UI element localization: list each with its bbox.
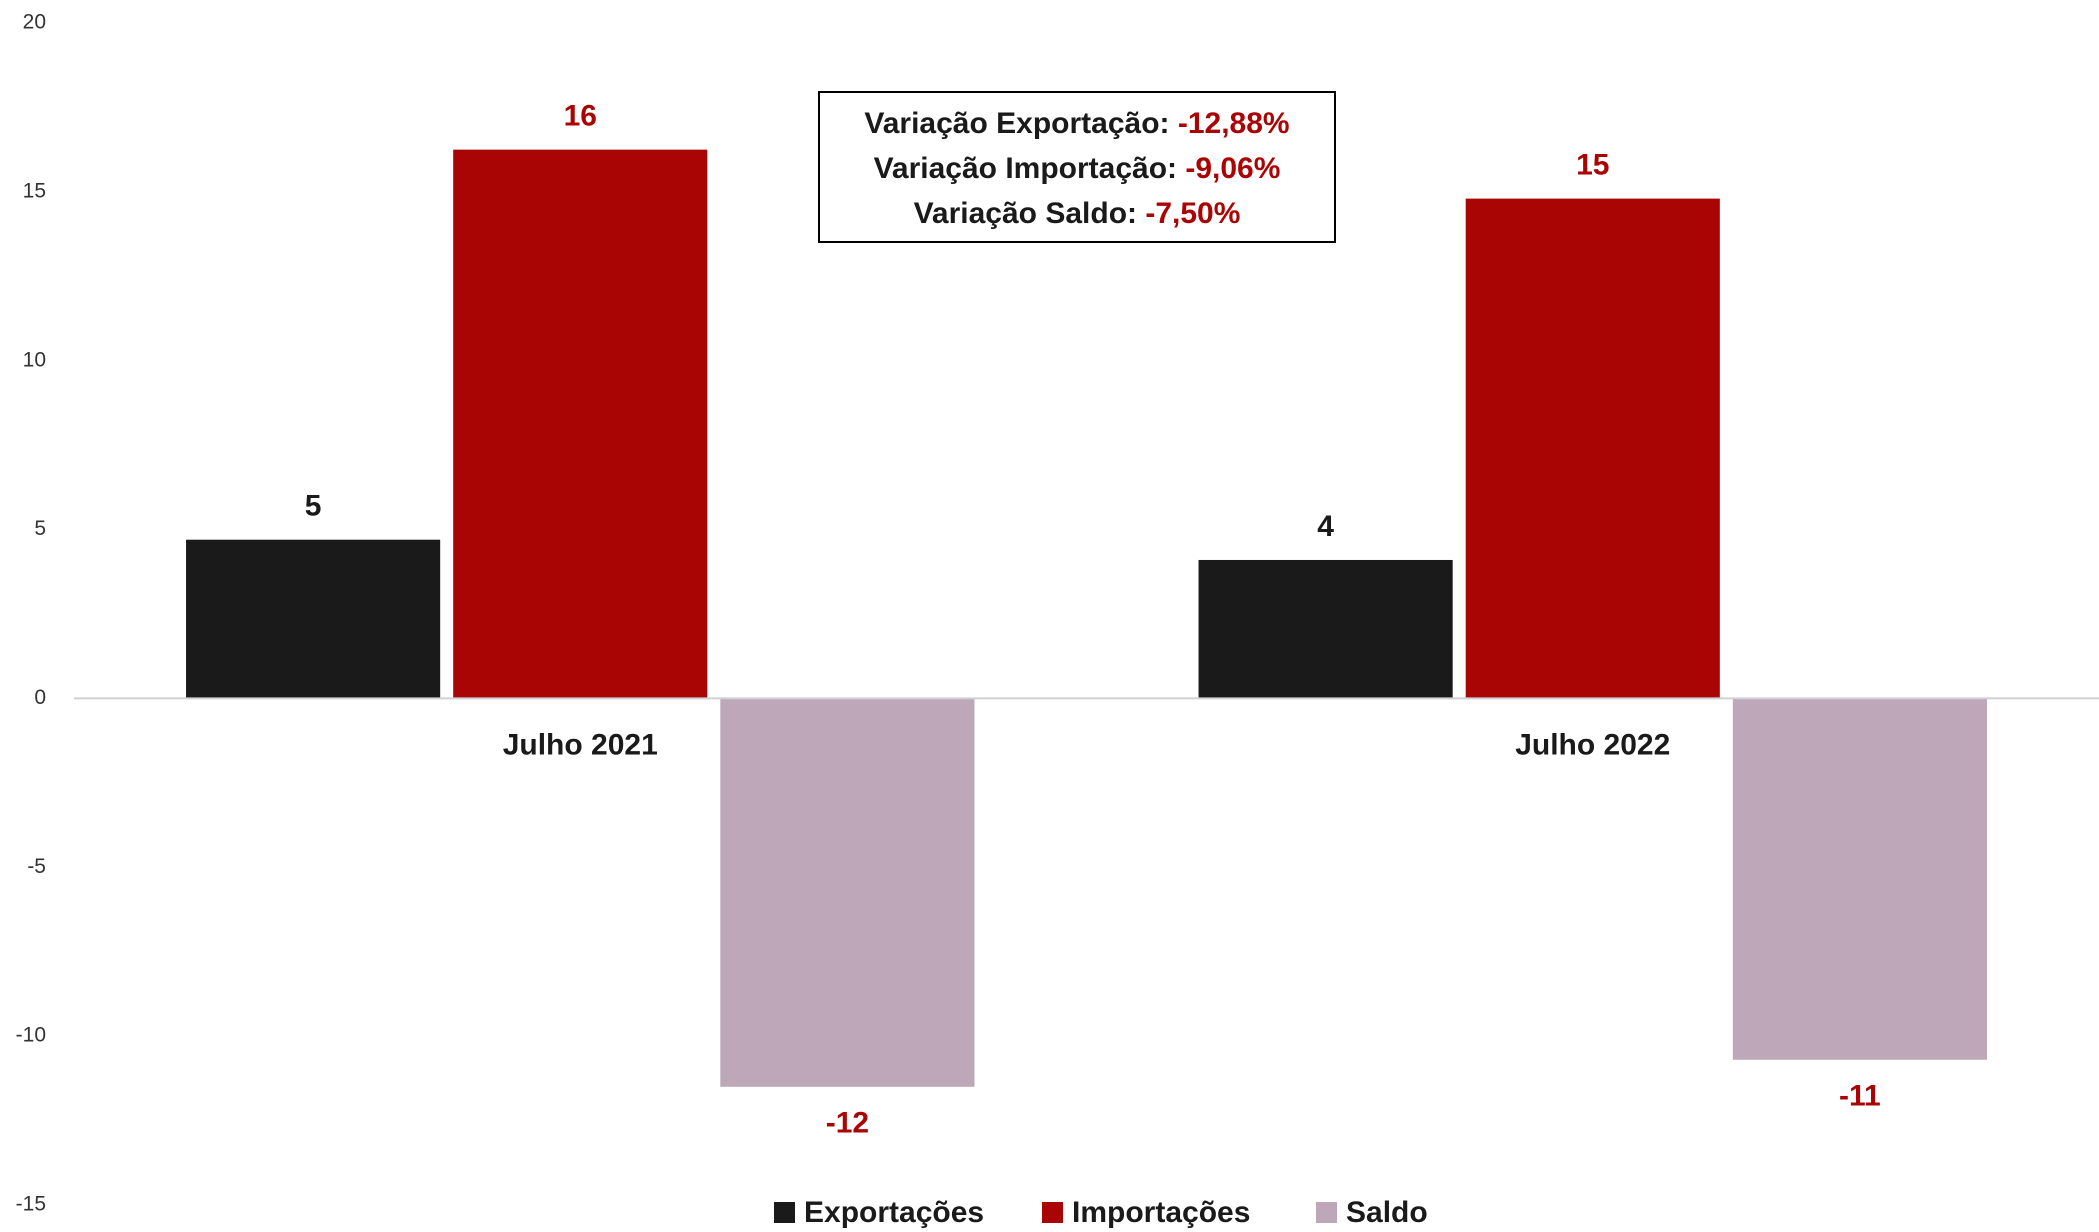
data-label: -11 <box>1839 1080 1881 1113</box>
annotation-value: -12,88% <box>1178 107 1290 140</box>
legend-swatch <box>774 1202 795 1223</box>
y-tick-label: 10 <box>23 348 46 371</box>
legend-label: Saldo <box>1346 1196 1428 1229</box>
legend-swatch <box>1316 1202 1337 1223</box>
annotation-value: -7,50% <box>1145 197 1240 230</box>
annotation-label: Variação Saldo: <box>914 197 1146 230</box>
y-tick-label: 0 <box>34 686 46 709</box>
bar <box>720 698 975 1087</box>
annotation-label: Variação Importação: <box>874 152 1186 185</box>
data-label: 15 <box>1576 149 1609 182</box>
data-label: -12 <box>826 1107 869 1140</box>
annotation-label: Variação Exportação: <box>864 107 1177 140</box>
x-tick-label: Julho 2022 <box>1515 728 1670 761</box>
y-tick-label: -5 <box>27 855 46 878</box>
legend-swatch <box>1042 1202 1063 1223</box>
bar <box>1198 559 1453 699</box>
annotation: Variação Exportação: -12,88% <box>864 107 1289 140</box>
y-tick-label: -15 <box>16 1193 46 1216</box>
data-label: 5 <box>305 490 322 523</box>
data-label: 4 <box>1317 510 1334 543</box>
data-label: 16 <box>564 100 597 133</box>
annotation: Variação Saldo: -7,50% <box>914 197 1241 230</box>
x-tick-label: Julho 2021 <box>503 728 658 761</box>
y-tick-label: -10 <box>16 1024 46 1047</box>
annotation-value: -9,06% <box>1185 152 1280 185</box>
bar <box>1732 698 1987 1060</box>
bar <box>186 539 441 699</box>
bar <box>453 149 708 699</box>
annotation: Variação Importação: -9,06% <box>874 152 1281 185</box>
legend-label: Importações <box>1072 1196 1250 1229</box>
y-tick-label: 20 <box>23 11 46 34</box>
bar <box>1465 198 1720 699</box>
y-tick-label: 5 <box>34 517 46 540</box>
legend-label: Exportações <box>804 1196 984 1229</box>
annotation-box <box>818 91 1336 243</box>
y-tick-label: 15 <box>23 179 46 202</box>
